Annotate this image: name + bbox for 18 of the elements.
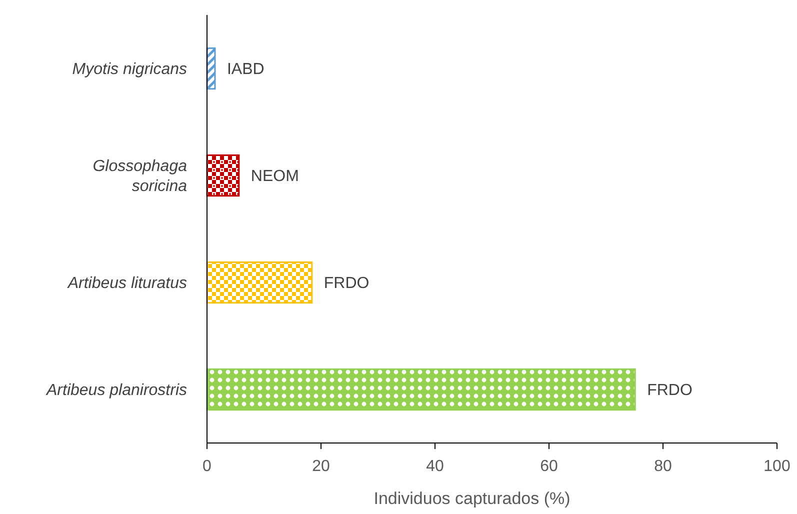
y-tick-label: Myotis nigricans: [72, 61, 187, 78]
data-label: FRDO: [647, 382, 692, 400]
x-tick-label: 40: [426, 458, 444, 475]
x-axis-title: Individuos capturados (%): [374, 489, 570, 508]
y-tick-label: Artibeus planirostris: [46, 382, 187, 400]
y-tick-label: Artibeus lituratus: [66, 275, 187, 292]
bar: [206, 154, 240, 197]
y-tick-label: Glossophaga soricina: [92, 158, 188, 196]
x-tick-label: 0: [202, 458, 212, 475]
bar: [206, 368, 636, 411]
bar: [206, 261, 313, 304]
data-label: FRDO: [324, 275, 370, 292]
x-tick-label: 60: [540, 458, 558, 475]
data-label: NEOM: [250, 168, 299, 186]
x-tick-label: 100: [764, 458, 790, 475]
x-tick-label: 80: [654, 458, 672, 475]
x-tick-label: 20: [312, 458, 330, 475]
data-label: IABD: [226, 61, 264, 78]
